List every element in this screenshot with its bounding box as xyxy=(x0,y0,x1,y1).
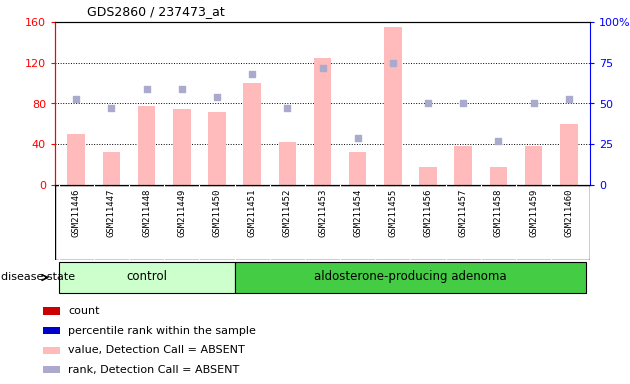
Bar xyxy=(67,134,85,185)
Text: aldosterone-producing adenoma: aldosterone-producing adenoma xyxy=(314,270,507,283)
Bar xyxy=(59,262,234,293)
Text: GDS2860 / 237473_at: GDS2860 / 237473_at xyxy=(86,5,224,18)
Bar xyxy=(278,142,296,185)
Point xyxy=(176,86,186,92)
Point xyxy=(247,71,257,77)
Bar xyxy=(43,327,60,334)
Bar xyxy=(560,124,578,185)
Point xyxy=(106,105,117,111)
Point xyxy=(423,101,433,107)
Text: GSM211448: GSM211448 xyxy=(142,189,151,237)
Point xyxy=(318,65,328,71)
Point xyxy=(564,96,574,102)
Bar xyxy=(384,27,402,185)
Bar xyxy=(234,262,587,293)
Text: GSM211458: GSM211458 xyxy=(494,189,503,237)
Text: rank, Detection Call = ABSENT: rank, Detection Call = ABSENT xyxy=(69,365,239,375)
Point xyxy=(212,94,222,100)
Bar xyxy=(349,152,367,185)
Point xyxy=(388,60,398,66)
Text: control: control xyxy=(126,270,167,283)
Text: GSM211449: GSM211449 xyxy=(177,189,186,237)
Text: GSM211452: GSM211452 xyxy=(283,189,292,237)
Text: GSM211460: GSM211460 xyxy=(564,189,573,237)
Text: GSM211453: GSM211453 xyxy=(318,189,327,237)
Text: GSM211456: GSM211456 xyxy=(423,189,433,237)
Text: GSM211450: GSM211450 xyxy=(212,189,221,237)
Point xyxy=(282,105,292,111)
Point xyxy=(142,86,152,92)
Text: GSM211457: GSM211457 xyxy=(459,189,468,237)
Text: GSM211459: GSM211459 xyxy=(529,189,538,237)
Text: GSM211451: GSM211451 xyxy=(248,189,256,237)
Text: count: count xyxy=(69,306,100,316)
Text: GSM211447: GSM211447 xyxy=(107,189,116,237)
Point xyxy=(458,101,468,107)
Bar xyxy=(420,167,437,185)
Text: GSM211455: GSM211455 xyxy=(388,189,398,237)
Bar xyxy=(314,58,331,185)
Bar xyxy=(490,167,507,185)
Bar xyxy=(243,83,261,185)
Bar xyxy=(103,152,120,185)
Text: value, Detection Call = ABSENT: value, Detection Call = ABSENT xyxy=(69,345,245,355)
Bar xyxy=(43,347,60,354)
Point xyxy=(353,135,363,141)
Text: percentile rank within the sample: percentile rank within the sample xyxy=(69,326,256,336)
Bar xyxy=(43,308,60,314)
Point xyxy=(71,96,81,102)
Bar xyxy=(173,109,190,185)
Bar xyxy=(208,112,226,185)
Bar xyxy=(454,146,472,185)
Text: GSM211454: GSM211454 xyxy=(353,189,362,237)
Point xyxy=(493,138,503,144)
Point xyxy=(529,101,539,107)
Bar xyxy=(525,146,542,185)
Bar xyxy=(138,106,156,185)
Bar xyxy=(43,366,60,373)
Text: disease state: disease state xyxy=(1,273,75,283)
Bar xyxy=(55,185,590,260)
Text: GSM211446: GSM211446 xyxy=(72,189,81,237)
